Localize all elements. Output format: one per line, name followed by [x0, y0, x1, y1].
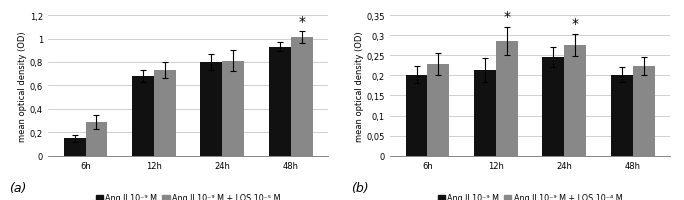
- Text: *: *: [572, 17, 579, 31]
- Legend: Ang II 10⁻⁹ M, Ang II 10⁻⁹ M + LOS 10⁻⁵ M: Ang II 10⁻⁹ M, Ang II 10⁻⁹ M + LOS 10⁻⁵ …: [96, 193, 280, 200]
- Bar: [291, 38, 313, 156]
- Y-axis label: mean optical density (OD): mean optical density (OD): [18, 31, 27, 141]
- Bar: [428, 65, 449, 156]
- Bar: [564, 46, 586, 156]
- Text: (a): (a): [9, 181, 26, 194]
- Text: *: *: [503, 10, 510, 24]
- Text: (b): (b): [351, 181, 368, 194]
- Legend: Ang II 10⁻⁹ M, Ang II 10⁻⁹ M + LOS 10⁻⁴ M: Ang II 10⁻⁹ M, Ang II 10⁻⁹ M + LOS 10⁻⁴ …: [438, 193, 622, 200]
- Bar: [222, 62, 244, 156]
- Bar: [269, 48, 291, 156]
- Bar: [496, 42, 518, 156]
- Bar: [633, 66, 655, 156]
- Bar: [611, 75, 633, 156]
- Text: *: *: [298, 15, 305, 29]
- Bar: [154, 71, 176, 156]
- Y-axis label: mean optical density (OD): mean optical density (OD): [355, 31, 364, 141]
- Bar: [200, 63, 222, 156]
- Bar: [86, 122, 107, 156]
- Bar: [132, 77, 154, 156]
- Bar: [542, 58, 564, 156]
- Bar: [406, 75, 428, 156]
- Bar: [474, 70, 496, 156]
- Bar: [64, 138, 86, 156]
